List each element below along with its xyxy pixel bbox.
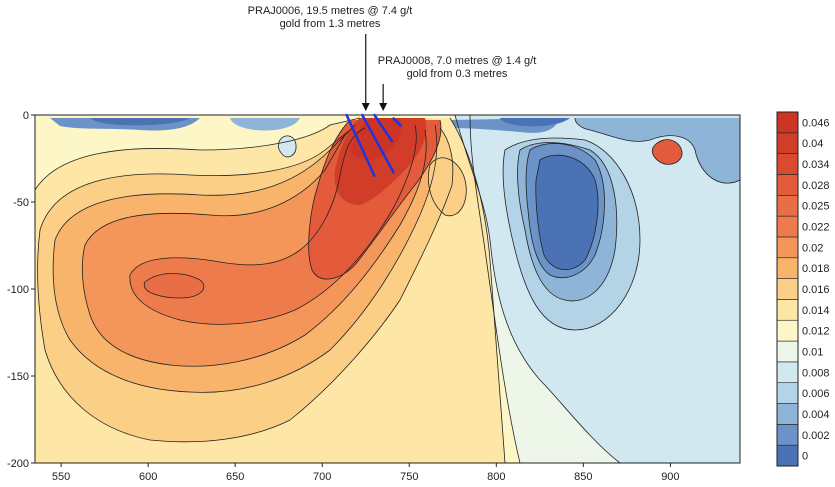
y-tick-label: -100 xyxy=(7,284,29,296)
contour-line xyxy=(428,157,467,217)
colorbar-swatch xyxy=(776,174,799,196)
drill-holes xyxy=(345,113,402,178)
colorbar-label: 0.022 xyxy=(802,222,830,234)
colorbar-swatch xyxy=(776,153,799,175)
colorbar-label: 0.004 xyxy=(802,409,830,421)
colorbar-label: 0.01 xyxy=(802,346,823,358)
drill-hole-trace xyxy=(392,117,402,127)
contour-line xyxy=(535,154,599,270)
y-tick-label: -150 xyxy=(7,371,29,383)
x-tick-label: 800 xyxy=(487,471,505,483)
fill-surface-blob-3 xyxy=(695,120,735,135)
colorbar-swatch xyxy=(776,424,799,446)
fill-surface-blue-right xyxy=(575,118,740,184)
fill-surface-blob-2 xyxy=(278,135,297,157)
contour-fill xyxy=(35,115,740,463)
colorbar-swatch xyxy=(776,444,799,467)
annotation-arrowhead xyxy=(379,103,388,111)
x-tick-label: 700 xyxy=(313,471,331,483)
drill-hole-trace xyxy=(373,113,394,143)
contour-line xyxy=(449,117,506,463)
drill-hole-trace xyxy=(345,113,376,178)
contour-line xyxy=(574,117,740,184)
colorbar-swatch xyxy=(776,257,799,279)
colorbar: 0 0.002 0.004 0.006 0.008 0.01 0.012 0.014 0.016… xyxy=(776,111,830,467)
contour-line xyxy=(525,143,605,279)
contour-line xyxy=(129,124,417,325)
y-tick-label: -200 xyxy=(7,458,29,470)
colorbar-swatch xyxy=(776,361,799,384)
fill-surface-streak-3 xyxy=(230,118,300,131)
x-tick-label: 600 xyxy=(139,471,157,483)
contour-line xyxy=(517,142,618,302)
colorbar-swatch xyxy=(776,132,799,154)
annotation-arrowhead xyxy=(361,103,370,111)
x-tick-label: 650 xyxy=(226,471,244,483)
annotation-text: gold from 1.3 metres xyxy=(280,18,381,30)
colorbar-swatch xyxy=(776,319,799,342)
colorbar-frame xyxy=(776,111,799,467)
contour-line xyxy=(35,117,361,191)
colorbar-swatch xyxy=(776,111,799,134)
contour-line xyxy=(469,115,521,463)
colorbar-swatch xyxy=(776,278,799,300)
fill-surface-blob-1 xyxy=(652,139,683,165)
colorbar-swatch xyxy=(776,340,799,363)
fill-surface-streak-4 xyxy=(500,118,570,127)
colorbar-label: 0.028 xyxy=(802,180,830,192)
annotation-text: PRAJ0006, 19.5 metres @ 7.4 g/t xyxy=(248,5,413,17)
colorbar-swatch xyxy=(776,215,799,238)
colorbar-label: 0.034 xyxy=(802,159,830,171)
colorbar-swatch xyxy=(776,299,799,321)
contour-line xyxy=(277,135,297,158)
annotation-text: PRAJ0008, 7.0 metres @ 1.4 g/t xyxy=(378,55,537,67)
annotation-text: gold from 0.3 metres xyxy=(407,68,508,80)
contour-line xyxy=(143,273,205,299)
colorbar-label: 0.008 xyxy=(802,367,830,379)
contour-line xyxy=(454,115,621,463)
fill-surface-streak-2 xyxy=(90,118,190,126)
fill-pocket-left xyxy=(144,273,204,298)
colorbar-label: 0.016 xyxy=(802,284,830,296)
y-tick-label: -50 xyxy=(13,197,29,209)
colorbar-label: 0.014 xyxy=(802,305,830,317)
contour-lines xyxy=(35,115,740,463)
y-tick-label: 0 xyxy=(23,110,29,122)
contour-line xyxy=(308,119,442,280)
axes: 550 600 650 700 750 800 850 900 0 -50 -100 -150 -200 xyxy=(7,110,680,483)
contour-line xyxy=(37,127,454,443)
colorbar-label: 0.02 xyxy=(802,242,823,254)
x-tick-label: 900 xyxy=(661,471,679,483)
colorbar-label: 0 xyxy=(802,451,808,463)
colorbar-swatch xyxy=(776,194,799,217)
colorbar-swatch xyxy=(776,236,799,259)
colorbar-label: 0.018 xyxy=(802,263,830,275)
fill-pocket-right xyxy=(428,157,467,216)
contour-line xyxy=(502,137,641,331)
colorbar-swatch xyxy=(776,403,799,425)
colorbar-label: 0.025 xyxy=(802,201,830,213)
x-tick-label: 550 xyxy=(52,471,70,483)
colorbar-label: 0.012 xyxy=(802,326,830,338)
drill-hole-trace xyxy=(361,113,395,174)
x-tick-label: 850 xyxy=(574,471,592,483)
contour-line xyxy=(39,129,351,231)
colorbar-label: 0.04 xyxy=(802,138,823,150)
fill-level-000 xyxy=(535,155,599,270)
contour-line xyxy=(52,124,438,393)
colorbar-label: 0.002 xyxy=(802,430,830,442)
x-tick-label: 750 xyxy=(400,471,418,483)
colorbar-label: 0.006 xyxy=(802,388,830,400)
contour-line xyxy=(651,139,683,165)
contour-line xyxy=(81,129,427,367)
colorbar-swatch xyxy=(776,382,799,404)
colorbar-label: 0.046 xyxy=(802,117,830,129)
